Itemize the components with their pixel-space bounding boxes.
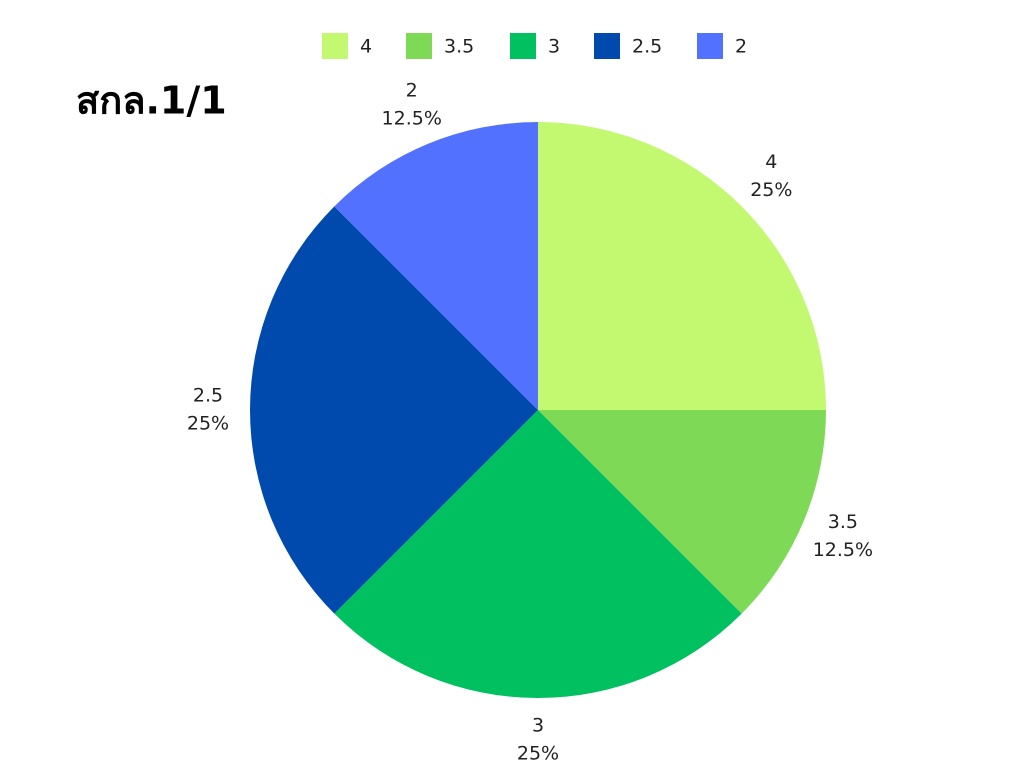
slice-category-label: 3: [532, 715, 544, 737]
slice-category-label: 2: [406, 80, 418, 102]
slice-value-label: 12.5%: [813, 539, 873, 561]
slice-value-label: 25%: [517, 743, 559, 765]
slice-category-label: 3.5: [828, 511, 858, 533]
pie-slice: [250, 206, 539, 614]
legend-label: 4: [360, 36, 372, 58]
slice-category-label: 2.5: [193, 385, 223, 407]
legend-label: 2: [735, 36, 747, 58]
pie-slice: [538, 122, 826, 410]
pie-slice: [538, 410, 826, 614]
slice-value-label: 25%: [187, 413, 229, 435]
legend-label: 3: [548, 36, 560, 58]
legend-swatch: [510, 33, 536, 59]
pie-slice: [334, 410, 742, 698]
legend-label: 2.5: [632, 36, 662, 58]
pie-slice: [334, 122, 538, 410]
legend-swatch: [322, 33, 348, 59]
legend-label: 3.5: [444, 36, 474, 58]
legend-swatch: [406, 33, 432, 59]
slice-value-label: 25%: [750, 179, 792, 201]
legend-swatch: [594, 33, 620, 59]
legend-swatch: [697, 33, 723, 59]
chart-title: สกล.1/1: [76, 79, 227, 123]
slice-category-label: 4: [765, 151, 777, 173]
slice-value-label: 12.5%: [382, 108, 442, 130]
